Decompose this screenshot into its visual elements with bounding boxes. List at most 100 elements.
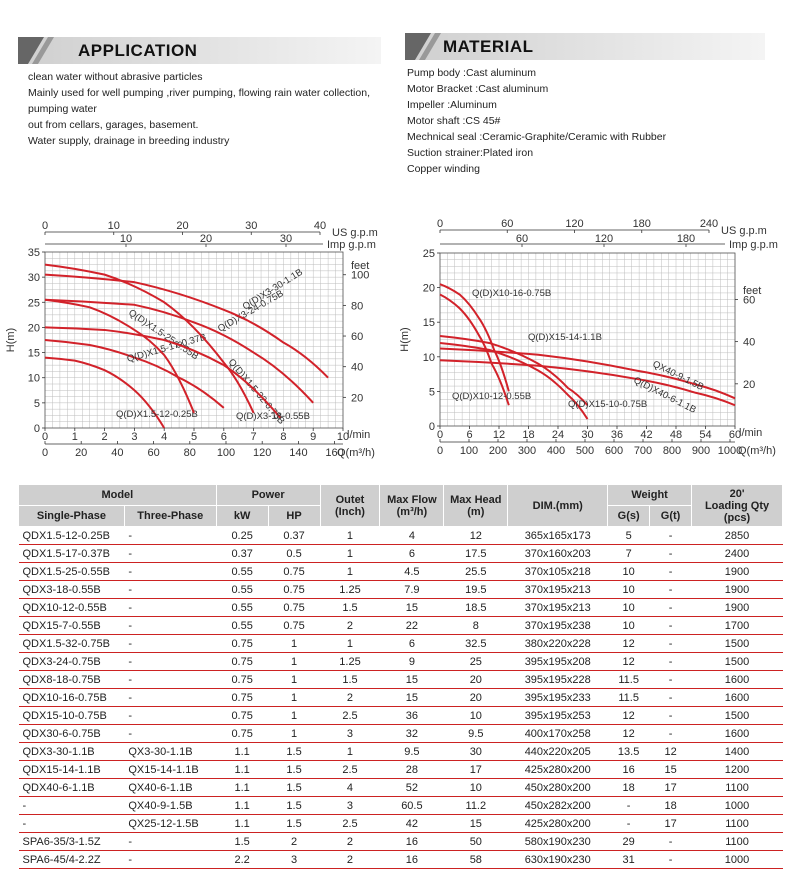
feet-tick-label: 40 — [743, 337, 755, 349]
curve-Q(D)X3-18-0.55B — [44, 326, 282, 419]
cell-hp: 1 — [268, 724, 321, 743]
cell-weight-gs: 7 — [607, 544, 650, 563]
th-single-phase: Single-Phase — [18, 505, 125, 527]
cell-weight-gs: 31 — [607, 850, 650, 869]
cell-weight-gt: 12 — [649, 742, 692, 761]
x-tick-label: 36 — [611, 429, 623, 441]
cell-outlet: 1.5 — [320, 598, 380, 617]
x-tick-label: 6 — [221, 431, 227, 443]
cell-dim: 395x195x228 — [507, 670, 608, 689]
material-line: Impeller :Aluminum — [407, 99, 497, 111]
cell-dim: 370x160x203 — [507, 544, 608, 563]
cell-weight-gs: - — [607, 814, 650, 833]
cell-kw: 0.75 — [216, 652, 269, 671]
cell-loading-qty: 1900 — [691, 562, 783, 581]
cell-three-phase: QX25-12-1.5B — [124, 814, 217, 833]
m3h-tick-label: 200 — [489, 445, 507, 457]
cell-dim: 395x195x233 — [507, 688, 608, 707]
cell-dim: 370x195x213 — [507, 598, 608, 617]
cell-single-phase: QDX15-10-0.75B — [18, 706, 125, 725]
cell-hp: 1.5 — [268, 796, 321, 815]
header-stripe-icon — [18, 37, 54, 64]
curve-Q(D)X1.5-25-0.55B — [44, 298, 195, 414]
feet-tick-label: 60 — [743, 294, 755, 306]
cell-loading-qty: 1400 — [691, 742, 783, 761]
m3h-tick-label: 700 — [634, 445, 652, 457]
cell-weight-gt: - — [649, 634, 692, 653]
cell-single-phase: SPA6-35/3-1.5Z — [18, 832, 125, 851]
cell-weight-gt: - — [649, 616, 692, 635]
x-tick-label: 48 — [670, 429, 682, 441]
cell-single-phase: QDX10-16-0.75B — [18, 688, 125, 707]
x-tick-label: 5 — [191, 431, 197, 443]
cell-hp: 1.5 — [268, 778, 321, 797]
top-tick-label: 120 — [565, 218, 583, 230]
curve-label: Q(D)X15-14-1.1B — [528, 332, 602, 343]
cell-weight-gt: - — [649, 580, 692, 599]
cell-max-head: 32.5 — [443, 634, 508, 653]
cell-max-flow: 22 — [379, 616, 444, 635]
top-tick-label: 240 — [700, 218, 718, 230]
m3h-tick-label: 120 — [253, 447, 271, 459]
curve-Q(D)X3-30-1.1B — [44, 273, 329, 379]
cell-weight-gt: - — [649, 850, 692, 869]
cell-hp: 0.75 — [268, 562, 321, 581]
cell-weight-gt: - — [649, 724, 692, 743]
cell-max-flow: 15 — [379, 688, 444, 707]
header-stripe-icon — [405, 33, 441, 60]
cell-max-flow: 16 — [379, 832, 444, 851]
cell-max-flow: 32 — [379, 724, 444, 743]
cell-single-phase: QDX3-24-0.75B — [18, 652, 125, 671]
th-weight: Weight — [607, 484, 693, 506]
cell-max-head: 18.5 — [443, 598, 508, 617]
cell-hp: 0.5 — [268, 544, 321, 563]
cell-loading-qty: 1600 — [691, 724, 783, 743]
cell-dim: 450x282x200 — [507, 796, 608, 815]
x-axis-label: l/min — [739, 427, 762, 439]
x-tick-label: 7 — [251, 431, 257, 443]
cell-kw: 0.75 — [216, 706, 269, 725]
top-tick-label: 10 — [108, 220, 120, 232]
top-tick-label: 120 — [595, 233, 613, 245]
cell-weight-gs: - — [607, 796, 650, 815]
curve-Q(D)X15-14-1.1B — [439, 335, 589, 406]
th-max-flow: Max Flow (m³/h) — [379, 484, 445, 527]
y-tick-label: 20 — [28, 322, 40, 334]
cell-kw: 0.55 — [216, 580, 269, 599]
m3h-tick-label: 100 — [217, 447, 235, 459]
application-line: Mainly used for well pumping ,river pump… — [28, 87, 370, 99]
x-tick-label: 6 — [466, 429, 472, 441]
curve-label: Q(D)X15-10-0.75B — [568, 399, 647, 410]
cell-max-flow: 36 — [379, 706, 444, 725]
cell-single-phase: QDX1.5-12-0.25B — [18, 526, 125, 545]
cell-weight-gs: 18 — [607, 778, 650, 797]
top-tick-label: 60 — [501, 218, 513, 230]
th-gt: G(t) — [649, 505, 693, 527]
cell-hp: 1 — [268, 670, 321, 689]
y-tick-label: 20 — [423, 283, 435, 295]
th-power: Power — [215, 484, 321, 506]
cell-loading-qty: 1000 — [691, 850, 783, 869]
cell-outlet: 2.5 — [320, 706, 380, 725]
cell-hp: 2 — [268, 832, 321, 851]
table-row: QDX10-12-0.55B -0.55 0.75 1.5 15 18.5 370x195x… — [18, 598, 783, 617]
table-row: QDX1.5-17-0.37B -0.37 0.5 1 6 17.5 370x160x203… — [18, 544, 783, 563]
top-tick-label: 20 — [176, 220, 188, 232]
cell-max-flow: 60.5 — [379, 796, 444, 815]
y-tick-label: 15 — [423, 317, 435, 329]
curve-Q(D)X1.5-12-0.25B — [44, 356, 166, 429]
cell-weight-gs: 16 — [607, 760, 650, 779]
top-axis-imp-label: Imp g.p.m — [327, 239, 376, 251]
cell-max-flow: 4 — [379, 526, 444, 545]
y-axis-label: H(m) — [5, 328, 17, 352]
cell-max-head: 19.5 — [443, 580, 508, 599]
cell-max-head: 25.5 — [443, 562, 508, 581]
y-tick-label: 5 — [429, 386, 435, 398]
cell-weight-gs: 12 — [607, 652, 650, 671]
cell-max-flow: 52 — [379, 778, 444, 797]
cell-max-flow: 9 — [379, 652, 444, 671]
cell-weight-gt: - — [649, 544, 692, 563]
feet-tick-label: 20 — [743, 379, 755, 391]
cell-hp: 3 — [268, 850, 321, 869]
